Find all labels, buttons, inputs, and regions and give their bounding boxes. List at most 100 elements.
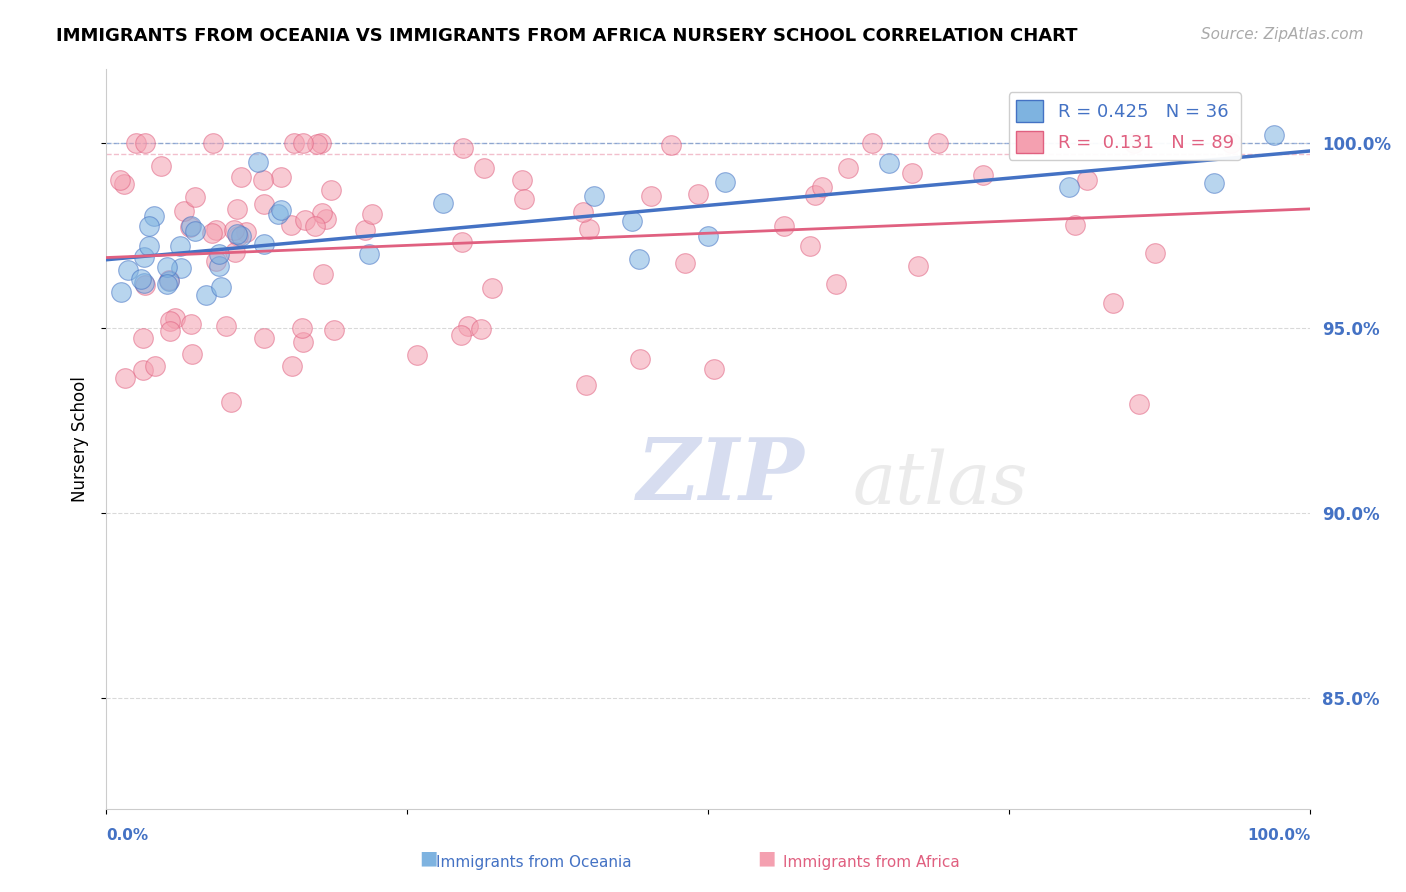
- Point: [697, 228, 720, 243]
- Point: [304, 219, 326, 233]
- Point: [405, 348, 427, 362]
- Point: [134, 136, 156, 150]
- Point: [184, 224, 207, 238]
- Point: [180, 219, 202, 233]
- Point: [1128, 397, 1150, 411]
- Point: [1263, 128, 1285, 143]
- Point: [247, 154, 270, 169]
- Point: [142, 210, 165, 224]
- Point: [837, 161, 859, 175]
- Point: [180, 318, 202, 332]
- Point: [291, 136, 314, 150]
- Legend: R = 0.425   N = 36, R =  0.131   N = 89: R = 0.425 N = 36, R = 0.131 N = 89: [1010, 93, 1241, 160]
- Point: [252, 197, 274, 211]
- Point: [621, 214, 644, 228]
- Point: [659, 138, 682, 153]
- Point: [877, 155, 900, 169]
- Point: [114, 371, 136, 385]
- Text: ■: ■: [419, 848, 439, 867]
- Point: [1143, 245, 1166, 260]
- Point: [353, 223, 375, 237]
- Point: [575, 378, 598, 392]
- Point: [267, 207, 290, 221]
- Point: [1059, 179, 1081, 194]
- Point: [457, 319, 479, 334]
- Point: [149, 159, 172, 173]
- Point: [134, 278, 156, 293]
- Point: [169, 239, 191, 253]
- Point: [1102, 296, 1125, 310]
- Text: Source: ZipAtlas.com: Source: ZipAtlas.com: [1201, 27, 1364, 42]
- Point: [180, 346, 202, 360]
- Point: [138, 219, 160, 233]
- Point: [138, 239, 160, 253]
- Text: 0.0%: 0.0%: [105, 828, 148, 843]
- Point: [235, 225, 257, 239]
- Point: [291, 334, 314, 349]
- Point: [112, 177, 135, 191]
- Point: [204, 223, 226, 237]
- Point: [773, 219, 796, 233]
- Point: [173, 203, 195, 218]
- Point: [1076, 172, 1098, 186]
- Point: [294, 213, 316, 227]
- Point: [270, 202, 292, 217]
- Point: [224, 245, 246, 260]
- Point: [231, 170, 253, 185]
- Point: [1202, 176, 1225, 190]
- Point: [309, 136, 332, 150]
- Point: [810, 180, 832, 194]
- Point: [628, 252, 651, 267]
- Text: ■: ■: [756, 848, 776, 867]
- Point: [470, 322, 492, 336]
- Y-axis label: Nursery School: Nursery School: [72, 376, 89, 502]
- Point: [131, 363, 153, 377]
- Point: [224, 223, 246, 237]
- Point: [134, 276, 156, 290]
- Point: [156, 260, 179, 274]
- Point: [283, 136, 305, 150]
- Point: [312, 267, 335, 281]
- Point: [143, 359, 166, 373]
- Point: [179, 220, 201, 235]
- Point: [450, 327, 472, 342]
- Text: 100.0%: 100.0%: [1247, 828, 1310, 843]
- Point: [804, 188, 827, 202]
- Point: [131, 272, 153, 286]
- Point: [714, 175, 737, 189]
- Point: [108, 172, 131, 186]
- Point: [110, 285, 132, 299]
- Point: [252, 173, 274, 187]
- Text: Immigrants from Africa: Immigrants from Africa: [783, 855, 960, 870]
- Point: [673, 256, 696, 270]
- Text: Immigrants from Oceania: Immigrants from Oceania: [436, 855, 633, 870]
- Point: [1064, 218, 1087, 232]
- Point: [253, 331, 276, 345]
- Point: [201, 226, 224, 240]
- Point: [231, 229, 253, 244]
- Point: [319, 183, 342, 197]
- Point: [513, 192, 536, 206]
- Point: [825, 277, 848, 291]
- Point: [307, 137, 329, 152]
- Point: [117, 262, 139, 277]
- Point: [571, 204, 593, 219]
- Point: [280, 218, 302, 232]
- Point: [226, 227, 249, 241]
- Point: [1219, 136, 1241, 150]
- Point: [226, 229, 249, 244]
- Point: [208, 259, 231, 273]
- Point: [291, 320, 314, 334]
- Point: [927, 136, 949, 150]
- Point: [170, 260, 193, 275]
- Point: [360, 207, 382, 221]
- Point: [184, 189, 207, 203]
- Point: [204, 254, 226, 268]
- Point: [322, 323, 344, 337]
- Point: [225, 202, 247, 216]
- Point: [156, 277, 179, 292]
- Point: [195, 287, 218, 301]
- Point: [628, 351, 651, 366]
- Point: [640, 188, 662, 202]
- Point: [860, 136, 883, 150]
